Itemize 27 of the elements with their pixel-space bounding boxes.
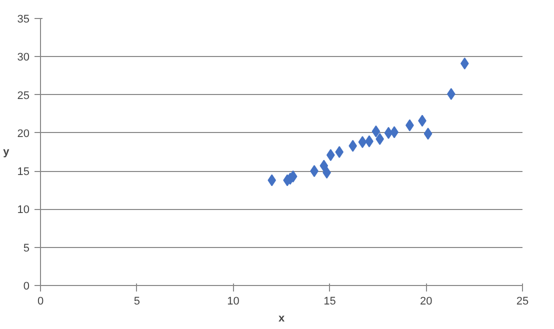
point (358, 136, 367, 148)
x-axis-title: x (278, 312, 286, 324)
x-tick-label: 20 (420, 296, 432, 308)
y-axis-title: y (3, 146, 10, 158)
y-tick-label: 15 (17, 166, 30, 178)
y-tick-label: 20 (17, 128, 30, 140)
y-tick-label: 0 (23, 280, 30, 292)
point (335, 146, 344, 158)
x-tick-label: 25 (516, 296, 529, 308)
point (268, 174, 276, 186)
y-tick-label: 30 (17, 52, 30, 64)
x-tick-label: 5 (134, 296, 140, 308)
x-tick-label: 15 (324, 296, 336, 308)
point (460, 58, 469, 70)
point (348, 140, 358, 152)
point (326, 149, 335, 162)
x-tick-label: 10 (227, 296, 240, 308)
x-tick-label: 0 (37, 296, 44, 308)
y-tick-label: 35 (17, 14, 30, 26)
point (372, 125, 380, 138)
y-tick-label: 5 (23, 242, 30, 254)
point (424, 128, 432, 140)
point (446, 88, 456, 100)
y-tick-label: 10 (17, 204, 30, 216)
point (384, 126, 393, 139)
point (320, 160, 328, 172)
y-tick-label: 25 (17, 90, 30, 102)
